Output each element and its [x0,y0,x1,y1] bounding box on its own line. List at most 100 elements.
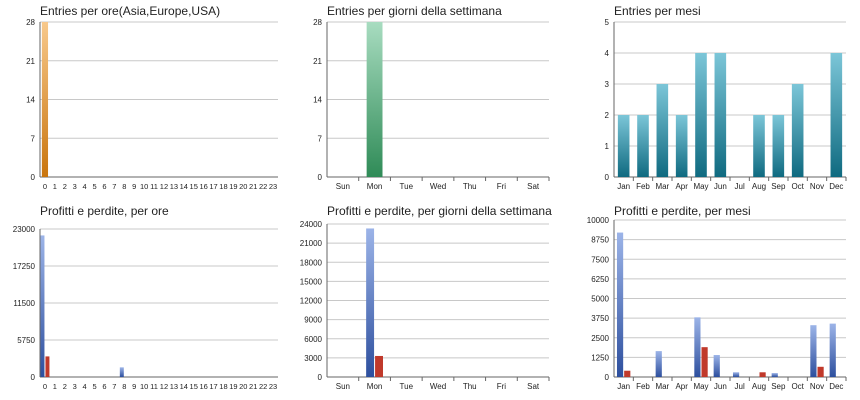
bar-profit [732,372,740,377]
bar-loss [45,356,50,377]
bar [366,22,383,177]
x-tick-label: 13 [170,382,178,391]
y-tick-label: 5000 [591,295,609,304]
x-tick-label: 7 [112,182,116,191]
y-tick-label: 0 [605,173,610,182]
chart-plot: 0 7 14 21 28 Sun Mon Tue Wed Thu Fri Sat [313,18,550,191]
x-tick-label: 3 [73,182,77,191]
y-tick-label: 15000 [300,277,323,286]
chart-plot: 0 1 2 3 4 5 Jan Feb Mar Apr May Jun Jul Aug Sep Oct Nov D… [605,18,847,191]
x-tick-label: Feb [636,382,650,391]
y-tick-label: 5750 [17,336,35,345]
y-tick-label: 14 [26,96,35,105]
bar-profit [366,228,375,377]
x-tick-label: 22 [259,182,267,191]
x-tick-label: Tue [400,182,414,191]
x-tick-label: 10 [140,382,148,391]
x-tick-label: Jul [735,382,745,391]
y-tick-label: 14 [313,96,322,105]
y-tick-label: 2 [605,111,610,120]
x-tick-label: 8 [122,182,126,191]
x-tick-label: 4 [83,382,87,391]
x-tick-label: Sep [771,382,786,391]
x-tick-label: Mon [367,182,383,191]
y-tick-label: 10000 [587,216,610,225]
gridlines [327,21,549,178]
x-tick-label: Feb [636,182,650,191]
bar [675,115,688,177]
bar [41,22,49,177]
y-tick-label: 7500 [591,255,609,264]
y-tick-label: 23000 [13,225,36,234]
y-tick-label: 1250 [591,353,609,362]
chart-profit-loss-per-hour: Profitti e perdite, per ore 0 5750 11500 17… [10,204,282,398]
gridlines [40,21,278,178]
bar [753,115,765,177]
x-tick-label: 18 [219,382,227,391]
y-tick-label: 6250 [591,275,609,284]
y-tick-label: 0 [318,173,323,182]
chart-title: Entries per ore(Asia,Europe,USA) [40,4,221,18]
x-tick-label: 12 [160,182,168,191]
chart-entries-per-weekday: Entries per giorni della settimana 0 7 14 2… [305,4,553,198]
chart-title: Entries per mesi [614,4,701,18]
y-tick-label: 28 [313,18,322,27]
y-tick-label: 17250 [13,262,36,271]
x-tick-label: Tue [400,382,414,391]
x-tick-label: 7 [112,382,116,391]
bar-profit [829,323,836,377]
x-tick-label: 12 [160,382,168,391]
x-tick-label: 15 [190,382,198,391]
x-tick-label: 14 [180,182,188,191]
x-tick-label: Mar [655,182,669,191]
x-tick-label: Sat [527,182,540,191]
x-tick-label: Dec [829,382,843,391]
y-tick-label: 3000 [304,354,322,363]
y-tick-label: 3 [605,80,610,89]
bar-loss [624,370,631,377]
bar-profit [119,367,124,377]
bar [714,53,727,177]
y-tick-label: 2500 [591,334,609,343]
y-tick-label: 6000 [304,335,322,344]
x-tick-label: Sat [527,382,540,391]
y-tick-label: 0 [318,373,323,382]
x-tick-label: Oct [791,182,804,191]
x-tick-label: 11 [150,182,158,191]
x-tick-label: Jun [714,382,727,391]
x-tick-label: Oct [791,382,804,391]
x-tick-label: 3 [73,382,77,391]
chart-title: Profitti e perdite, per mesi [614,204,751,218]
x-tick-label: 22 [259,382,267,391]
x-tick-label: Nov [810,382,824,391]
x-tick-label: Jun [714,182,727,191]
chart-title: Profitti e perdite, per giorni della set… [327,204,552,218]
x-tick-label: 4 [83,182,87,191]
chart-entries-per-hour: Entries per ore(Asia,Europe,USA) 0 7 14 21 2… [20,4,282,198]
x-tick-label: 16 [199,182,207,191]
x-tick-label: 23 [269,382,277,391]
x-tick-label: 10 [140,182,148,191]
x-tick-label: Mon [367,382,383,391]
x-tick-label: Jul [735,182,745,191]
y-tick-label: 5 [605,18,610,27]
bar-profit [713,355,720,377]
y-tick-label: 9000 [304,316,322,325]
x-tick-label: 0 [43,182,47,191]
x-tick-label: 9 [132,182,136,191]
bar [830,53,843,177]
x-tick-label: Sun [336,382,350,391]
y-tick-label: 8750 [591,236,609,245]
x-tick-label: 21 [249,182,257,191]
bar [656,84,669,177]
y-tick-label: 7 [31,134,36,143]
x-tick-label: Fri [497,182,507,191]
x-tick-label: 5 [92,382,96,391]
bar-loss [817,366,824,377]
x-tick-label: May [693,182,708,191]
x-tick-label: 2 [63,382,67,391]
x-tick-label: Apr [675,182,688,191]
x-tick-label: Sun [336,182,350,191]
x-tick-label: Dec [829,182,843,191]
